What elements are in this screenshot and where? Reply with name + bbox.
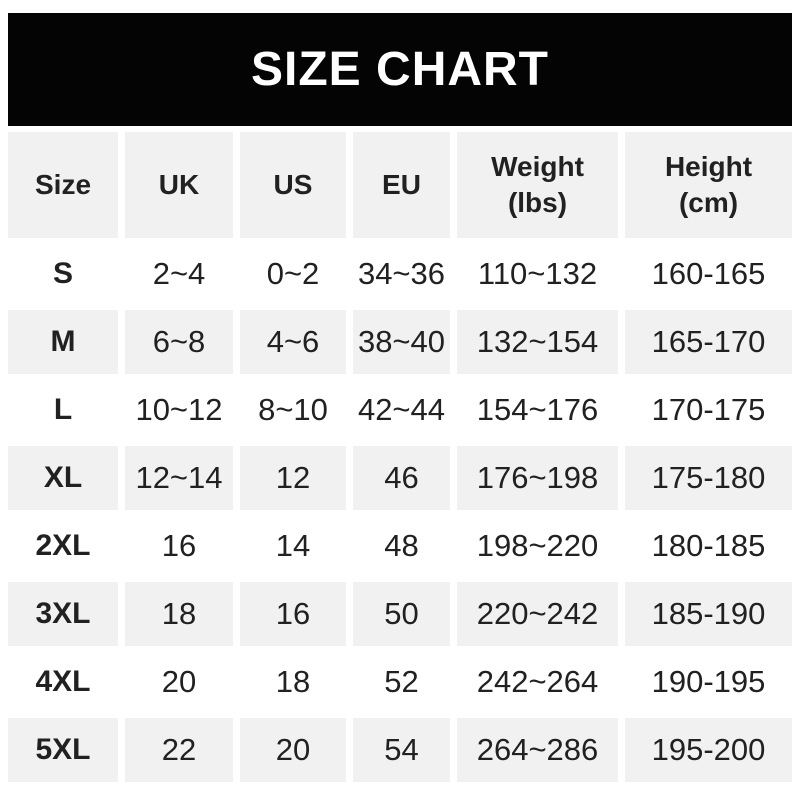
table-cell-height: 175-180 [625, 446, 792, 510]
table-cell-weight: 264~286 [457, 718, 618, 782]
table-cell-height: 190-195 [625, 650, 792, 714]
table-cell-weight: 198~220 [457, 514, 618, 578]
header-cell-us: US [240, 132, 346, 238]
header-cell-weight: Weight (lbs) [457, 132, 618, 238]
table-cell-eu: 34~36 [353, 242, 450, 306]
table-cell-size: L [8, 378, 118, 442]
table-cell-eu: 46 [353, 446, 450, 510]
header-label: UK [158, 168, 200, 200]
table-cell-weight: 220~242 [457, 582, 618, 646]
table-cell-weight: 132~154 [457, 310, 618, 374]
table-cell-weight: 110~132 [457, 242, 618, 306]
table-cell-uk: 20 [125, 650, 233, 714]
size-chart-table: Size UK US EU Weight (lbs) Height (cm) S… [8, 132, 792, 782]
table-cell-us: 20 [240, 718, 346, 782]
table-cell-height: 185-190 [625, 582, 792, 646]
table-cell-us: 18 [240, 650, 346, 714]
header-sublabel: (lbs) [507, 187, 568, 218]
table-cell-uk: 22 [125, 718, 233, 782]
table-cell-weight: 176~198 [457, 446, 618, 510]
table-cell-height: 160-165 [625, 242, 792, 306]
table-cell-us: 16 [240, 582, 346, 646]
table-cell-height: 195-200 [625, 718, 792, 782]
header-label: EU [382, 168, 421, 200]
table-cell-uk: 10~12 [125, 378, 233, 442]
header-label: Height [664, 150, 753, 182]
table-cell-weight: 242~264 [457, 650, 618, 714]
table-cell-uk: 6~8 [125, 310, 233, 374]
table-cell-us: 0~2 [240, 242, 346, 306]
table-cell-eu: 52 [353, 650, 450, 714]
table-cell-size: 5XL [8, 718, 118, 782]
header-cell-uk: UK [125, 132, 233, 238]
table-cell-eu: 42~44 [353, 378, 450, 442]
header-cell-eu: EU [353, 132, 450, 238]
header-label: US [273, 168, 313, 200]
table-cell-size: M [8, 310, 118, 374]
table-cell-eu: 48 [353, 514, 450, 578]
table-cell-height: 180-185 [625, 514, 792, 578]
size-chart-page: SIZE CHART Size UK US EU Weight (lbs) He… [8, 13, 792, 782]
table-cell-uk: 18 [125, 582, 233, 646]
header-label: Weight [491, 150, 584, 182]
table-cell-weight: 154~176 [457, 378, 618, 442]
header-cell-size: Size [8, 132, 118, 238]
table-cell-us: 14 [240, 514, 346, 578]
table-cell-us: 12 [240, 446, 346, 510]
table-cell-size: S [8, 242, 118, 306]
header-label: Size [34, 168, 92, 200]
table-cell-eu: 54 [353, 718, 450, 782]
table-cell-uk: 2~4 [125, 242, 233, 306]
table-cell-us: 8~10 [240, 378, 346, 442]
table-cell-uk: 16 [125, 514, 233, 578]
table-cell-size: 3XL [8, 582, 118, 646]
table-cell-us: 4~6 [240, 310, 346, 374]
table-cell-uk: 12~14 [125, 446, 233, 510]
table-cell-height: 165-170 [625, 310, 792, 374]
size-chart-banner: SIZE CHART [8, 13, 792, 126]
page-title: SIZE CHART [251, 43, 549, 96]
table-cell-size: XL [8, 446, 118, 510]
table-cell-size: 2XL [8, 514, 118, 578]
table-cell-eu: 50 [353, 582, 450, 646]
table-cell-eu: 38~40 [353, 310, 450, 374]
table-cell-height: 170-175 [625, 378, 792, 442]
table-cell-size: 4XL [8, 650, 118, 714]
header-cell-height: Height (cm) [625, 132, 792, 238]
header-sublabel: (cm) [678, 187, 739, 218]
